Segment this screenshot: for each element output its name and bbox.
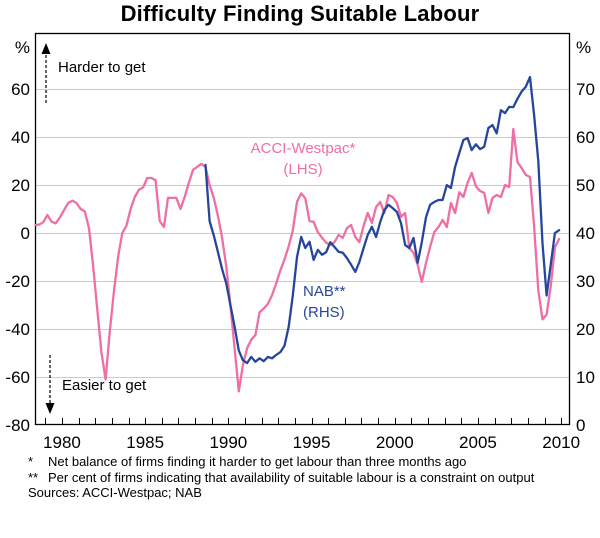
acci-westpac-series-label: ACCI-Westpac* (LHS) xyxy=(203,138,403,180)
easier-to-get-annotation: Easier to get xyxy=(62,377,147,394)
footnote-1-text: Net balance of firms finding it harder t… xyxy=(48,454,467,469)
x-axis-tick-label: 2005 xyxy=(459,433,497,452)
x-axis-tick-label: 2000 xyxy=(375,433,414,452)
right-axis-tick-label: 60 xyxy=(576,128,595,148)
right-axis-tick-label: 20 xyxy=(576,320,595,340)
left-axis-tick-label: 20 xyxy=(11,175,30,195)
left-axis-tick-label: 40 xyxy=(11,127,30,147)
left-axis-tick-label: 0 xyxy=(20,223,30,243)
x-axis-tick-label: 1990 xyxy=(209,433,248,452)
footnote-2-text: Per cent of firms indicating that availa… xyxy=(48,469,535,485)
harder-to-get-annotation: Harder to get xyxy=(58,59,146,76)
harder-arrow-head-icon xyxy=(41,43,51,54)
footnote-2: ** Per cent of firms indicating that ava… xyxy=(28,470,580,486)
left-axis-tick-label: -60 xyxy=(5,367,30,387)
x-axis-tick-label: 1985 xyxy=(126,433,165,452)
left-axis-tick-label: -40 xyxy=(5,319,30,339)
x-axis-tick-label: 1980 xyxy=(43,433,81,452)
right-axis-tick-label: 40 xyxy=(576,224,595,244)
acci-westpac-series-label-line1: ACCI-Westpac* xyxy=(250,140,356,157)
nab-series-label: NAB** (RHS) xyxy=(303,281,373,323)
footnote-1-marker: * xyxy=(28,454,34,469)
left-axis-tick-label: 60 xyxy=(11,79,30,99)
right-axis-tick-label: 10 xyxy=(576,368,595,388)
easier-arrow-head-icon xyxy=(45,403,55,414)
right-axis-unit: % xyxy=(576,38,592,57)
chart-title: Difficulty Finding Suitable Labour xyxy=(120,1,480,26)
x-axis-tick-label: 2010 xyxy=(542,433,581,452)
x-axis-tick-label: 1995 xyxy=(292,433,331,452)
footnote-2-marker: ** xyxy=(28,469,39,485)
sources-line: Sources: ACCI-Westpac; NAB xyxy=(28,485,202,500)
nab-line xyxy=(204,75,561,365)
right-axis-tick-label: 50 xyxy=(576,176,595,196)
footnote-block: * Net balance of firms finding it harder… xyxy=(28,454,580,501)
right-axis-tick-label: 0 xyxy=(576,416,586,435)
left-axis-tick-label: -80 xyxy=(5,416,30,435)
nab-series-label-line1: NAB** xyxy=(303,283,346,300)
plot-border xyxy=(34,32,571,426)
acci-westpac-line xyxy=(34,127,561,393)
left-axis-unit: % xyxy=(14,38,30,57)
acci-westpac-series-label-line2: (LHS) xyxy=(283,161,323,178)
nab-series-label-line2: (RHS) xyxy=(303,304,345,321)
left-axis-tick-label: -20 xyxy=(5,271,30,291)
footnote-1: * Net balance of firms finding it harder… xyxy=(28,454,580,470)
right-axis-tick-label: 70 xyxy=(576,80,595,100)
right-axis-tick-label: 30 xyxy=(576,272,595,292)
